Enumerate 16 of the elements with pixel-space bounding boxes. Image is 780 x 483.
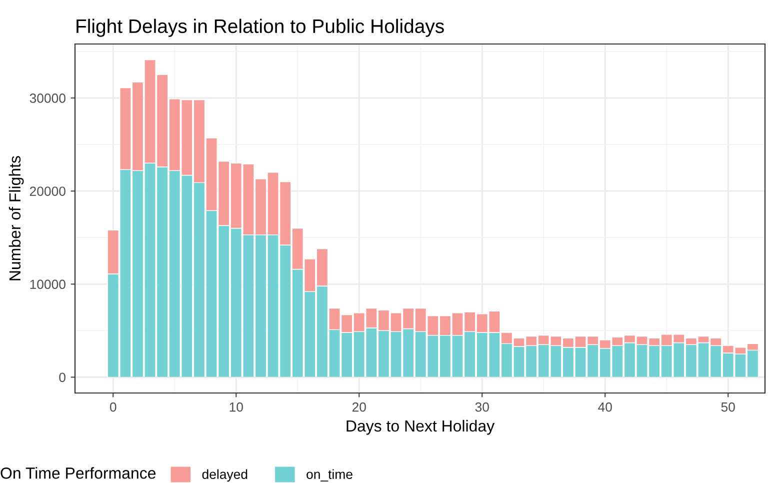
x-tick-label: 40 xyxy=(598,402,612,412)
x-tick-label: 50 xyxy=(721,402,735,412)
x-tick-label: 30 xyxy=(475,402,489,412)
x-tick-label: 0 xyxy=(110,402,116,412)
x-axis-title: Days to Next Holiday xyxy=(346,420,495,435)
y-axis-title: Number of Flights xyxy=(8,156,24,280)
x-tick-label: 20 xyxy=(352,402,366,412)
chart-title: Flight Delays in Relation to Public Holidays xyxy=(76,18,444,37)
legend-label: on_time xyxy=(306,469,352,482)
y-tick-label: 0 xyxy=(59,372,66,382)
y-tick-label: 10000 xyxy=(30,280,66,290)
legend-label: delayed xyxy=(202,469,248,482)
y-tick-label: 20000 xyxy=(30,186,66,196)
y-tick-label: 30000 xyxy=(30,94,66,103)
x-tick-label: 10 xyxy=(230,402,243,412)
legend-title: On Time Performance xyxy=(0,467,156,479)
